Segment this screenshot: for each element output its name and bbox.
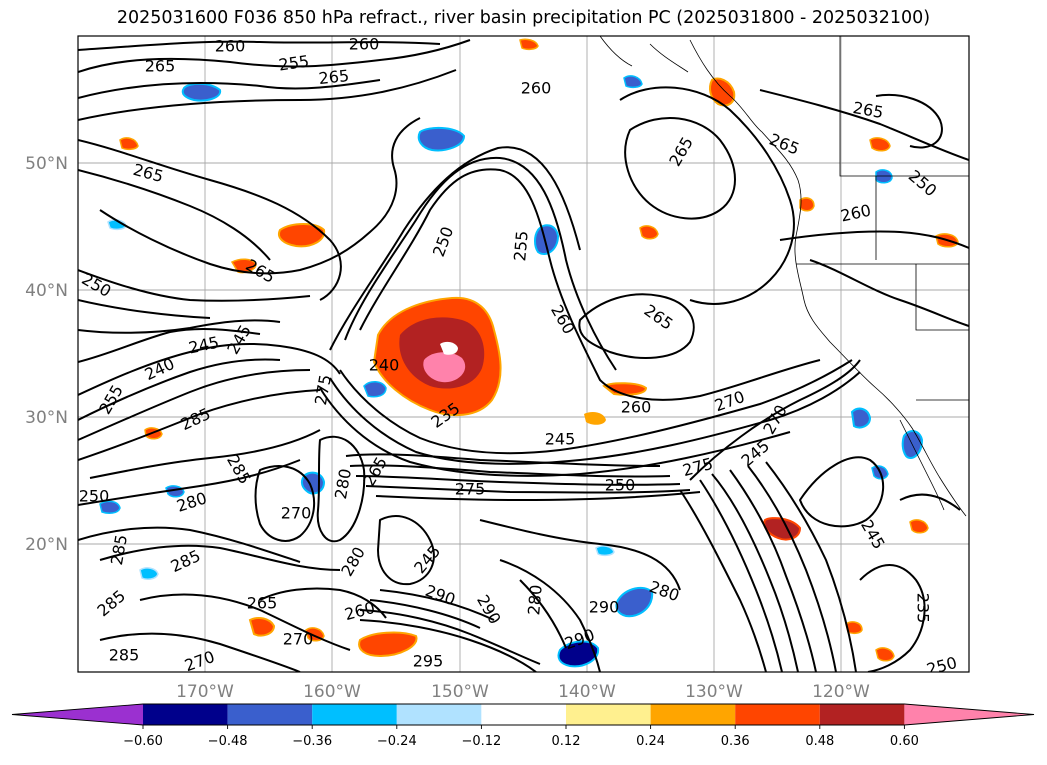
colorbar-tick-label: 0.24	[636, 734, 665, 749]
map-content: 2602552602652652602652652652652502602652…	[78, 35, 969, 679]
colorbar-ticks: −0.60 −0.48 −0.36 −0.24 −0.12 0.12 0.24 0.36 0.4…	[123, 725, 919, 749]
contour-label: 250	[925, 653, 959, 679]
precip-anomaly-patches	[99, 38, 959, 668]
contour-label: 280	[524, 584, 546, 616]
colorbar-tick-label: 0.12	[552, 734, 581, 749]
colorbar-tick-label: 0.36	[721, 734, 750, 749]
contour-label: 285	[109, 646, 140, 665]
contour-label: 275	[455, 480, 486, 499]
lon-label-130w: 130°W	[685, 682, 743, 702]
contour-label: 250	[79, 487, 110, 506]
colorbar-tick-label: 0.48	[805, 734, 834, 749]
colorbar-tick-label: 0.60	[890, 734, 919, 749]
contour-label: 240	[369, 356, 400, 375]
colorbar-segment	[819, 704, 905, 725]
colorbar-segment	[650, 704, 736, 725]
contour-label: 260	[349, 35, 380, 54]
colorbar-segment	[735, 704, 820, 725]
lat-label-30n: 30°N	[25, 408, 68, 428]
colorbar: −0.60 −0.48 −0.36 −0.24 −0.12 0.12 0.24 0.36 0.4…	[11, 703, 1035, 749]
contour-label: 235	[914, 593, 933, 624]
lon-label-170w: 170°W	[176, 682, 234, 702]
colorbar-tick-label: −0.24	[377, 734, 417, 749]
contour-label: 265	[247, 594, 278, 613]
contour-label: 270	[283, 630, 314, 649]
contour-label: 295	[413, 652, 444, 671]
contour-label: 255	[277, 51, 310, 74]
contour-label: 270	[281, 504, 312, 523]
colorbar-extend-low	[12, 704, 143, 725]
longitude-labels: 170°W 160°W 150°W 140°W 130°W 120°W	[176, 682, 870, 702]
colorbar-segment	[481, 704, 566, 725]
colorbar-tick-label: −0.36	[292, 734, 332, 749]
contour-label: 265	[318, 66, 350, 88]
colorbar-segment	[396, 704, 482, 725]
lat-label-20n: 20°N	[25, 535, 68, 555]
lon-label-120w: 120°W	[812, 682, 870, 702]
colorbar-segment	[312, 704, 397, 725]
coastlines	[599, 36, 969, 517]
contour-label: 250	[605, 476, 636, 495]
contour-label: 260	[215, 37, 246, 56]
map-panel	[78, 36, 969, 672]
contour-label: 265	[145, 57, 176, 76]
colorbar-segment	[227, 704, 313, 725]
contour-label: 255	[510, 230, 532, 262]
colorbar-segment	[566, 704, 651, 725]
gridlines	[78, 36, 969, 672]
lon-label-150w: 150°W	[431, 682, 489, 702]
colorbar-segments	[11, 703, 1035, 726]
contour-label: 260	[521, 79, 552, 98]
colorbar-tick-label: −0.60	[123, 734, 163, 749]
latitude-labels: 50°N 40°N 30°N 20°N	[25, 154, 68, 555]
lon-label-160w: 160°W	[303, 682, 361, 702]
contour-label: 290	[589, 598, 620, 617]
colorbar-tick-label: −0.12	[461, 734, 501, 749]
lon-label-140w: 140°W	[558, 682, 616, 702]
colorbar-segment	[143, 704, 228, 725]
lat-label-40n: 40°N	[25, 281, 68, 301]
refractivity-contours	[78, 39, 969, 672]
map-title: 2025031600 F036 850 hPa refract., river …	[116, 8, 931, 28]
lat-label-50n: 50°N	[25, 154, 68, 174]
contour-label: 260	[621, 398, 652, 417]
contour-label: 245	[545, 430, 576, 449]
map-frame	[77, 35, 970, 673]
colorbar-extend-high	[904, 704, 1034, 725]
colorbar-tick-label: −0.48	[208, 734, 248, 749]
